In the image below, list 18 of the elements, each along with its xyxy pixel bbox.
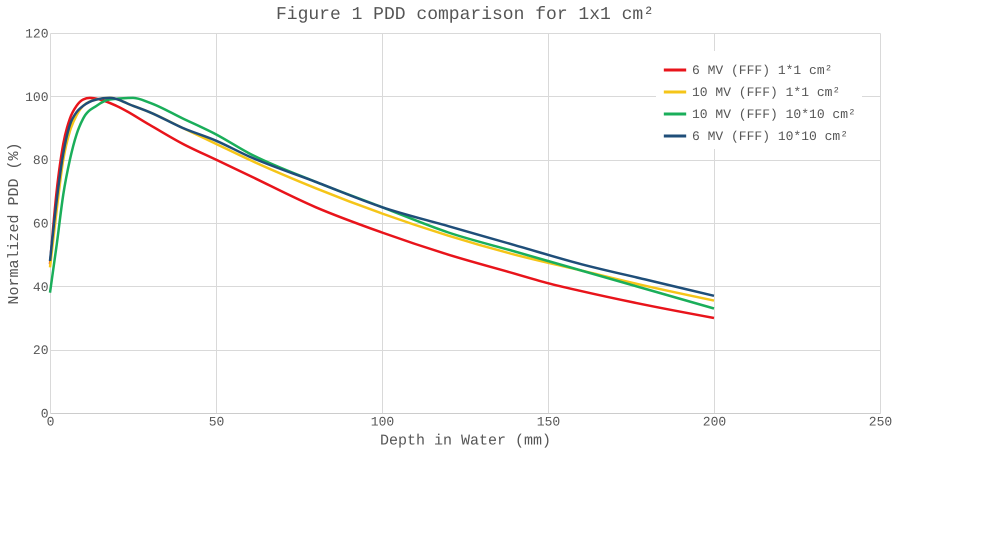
y-tick-label: 40 [32, 280, 48, 295]
x-tick-label: 150 [536, 414, 560, 430]
x-tick-label: 100 [370, 414, 394, 430]
y-tick-label: 60 [32, 216, 48, 232]
x-tick-label: 200 [702, 414, 726, 430]
y-tick-label: 120 [25, 26, 48, 42]
x-axis-title: Depth in Water (mm) [380, 432, 552, 450]
y-axis-title: Normalized PDD (%) [6, 142, 24, 305]
legend-label: 6 MV (FFF) 10*10 cm² [692, 129, 848, 144]
x-tick-label: 250 [868, 414, 892, 430]
y-tick-label: 80 [32, 153, 48, 168]
legend-label: 10 MV (FFF) 1*1 cm² [692, 85, 840, 100]
y-tick-label: 100 [25, 90, 48, 105]
x-tick-label: 50 [208, 414, 224, 430]
y-tick-label: 20 [32, 343, 48, 358]
legend-label: 10 MV (FFF) 10*10 cm² [692, 107, 856, 122]
chart-title: Figure 1 PDD comparison for 1x1 cm² [276, 5, 654, 25]
legend-label: 6 MV (FFF) 1*1 cm² [692, 63, 832, 78]
